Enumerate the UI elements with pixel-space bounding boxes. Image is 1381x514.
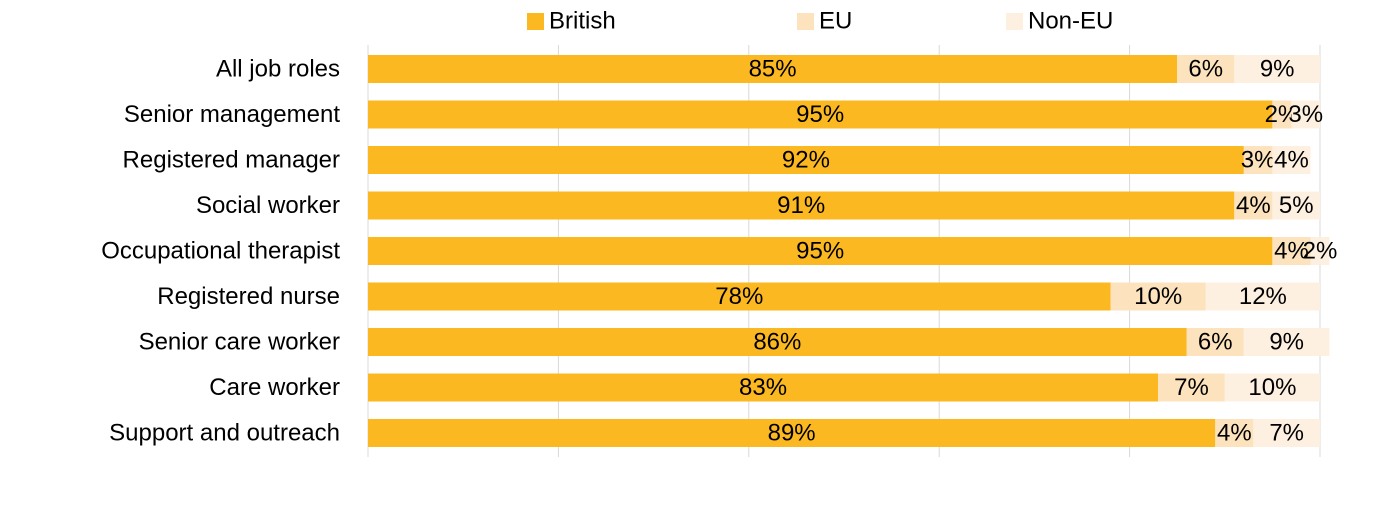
data-label: 91%: [777, 192, 825, 219]
data-label: 7%: [1269, 419, 1304, 446]
category-label: Social worker: [196, 192, 340, 219]
data-label: 95%: [796, 101, 844, 128]
bar-segment: [1234, 191, 1273, 220]
category-label: Registered manager: [123, 146, 340, 173]
data-label: 10%: [1134, 283, 1182, 310]
data-label: 86%: [753, 328, 801, 355]
bar-segment: [1224, 373, 1320, 402]
category-label: Registered nurse: [157, 283, 340, 310]
bar-segment: [1215, 419, 1254, 447]
bar-segment: [1272, 237, 1311, 265]
category-label: Occupational therapist: [101, 237, 340, 264]
data-label: 5%: [1279, 192, 1314, 219]
bar-segment: [1310, 237, 1330, 265]
data-label: 4%: [1274, 146, 1309, 173]
data-label: 2%: [1303, 237, 1338, 264]
bar-segment: [1205, 282, 1320, 311]
category-label: Care worker: [209, 374, 340, 401]
data-label: 95%: [796, 237, 844, 264]
legend-label: Non-EU: [1028, 7, 1113, 34]
bar-segment: [1158, 373, 1225, 402]
data-label: 6%: [1198, 328, 1233, 355]
legend-swatch: [1006, 13, 1023, 30]
category-label: Support and outreach: [109, 419, 340, 446]
bar-segment: [368, 328, 1187, 356]
bar-segment: [1272, 146, 1311, 174]
bar-segment: [1110, 282, 1206, 311]
data-label: 78%: [715, 283, 763, 310]
bar-segment: [368, 282, 1111, 311]
bar-segment: [1272, 100, 1292, 129]
bar-segment: [1243, 328, 1330, 356]
data-label: 12%: [1239, 283, 1287, 310]
bar-segment: [1243, 146, 1273, 174]
legend-swatch: [797, 13, 814, 30]
bar-segment: [1234, 55, 1320, 83]
bar-segment: [1177, 55, 1235, 83]
bar-segment: [368, 373, 1159, 402]
data-label: 3%: [1241, 146, 1276, 173]
category-label: All job roles: [216, 55, 340, 82]
bar-segment: [1291, 100, 1320, 129]
category-label: Senior management: [124, 101, 340, 128]
data-label: 92%: [782, 146, 830, 173]
data-label: 9%: [1260, 55, 1295, 82]
bar-segment: [368, 237, 1273, 265]
bar-segment: [1272, 191, 1320, 220]
bar-segment: [368, 100, 1273, 129]
bar-segment: [368, 191, 1235, 220]
data-label: 10%: [1248, 374, 1296, 401]
bar-segment: [368, 419, 1216, 447]
data-label: 7%: [1174, 374, 1209, 401]
legend-label: British: [549, 7, 616, 34]
data-label: 85%: [749, 55, 797, 82]
category-label: Senior care worker: [139, 328, 340, 355]
data-label: 9%: [1269, 328, 1304, 355]
legend-label: EU: [819, 7, 852, 34]
bar-segment: [368, 146, 1244, 174]
bar-segment: [1186, 328, 1244, 356]
data-label: 4%: [1217, 419, 1252, 446]
data-label: 89%: [768, 419, 816, 446]
legend-swatch: [527, 13, 544, 30]
bar-segment: [368, 55, 1178, 83]
bar-segment: [1253, 419, 1320, 447]
data-label: 4%: [1274, 237, 1309, 264]
data-label: 4%: [1236, 192, 1271, 219]
data-label: 6%: [1188, 55, 1223, 82]
data-label: 3%: [1288, 101, 1323, 128]
data-label: 83%: [739, 374, 787, 401]
